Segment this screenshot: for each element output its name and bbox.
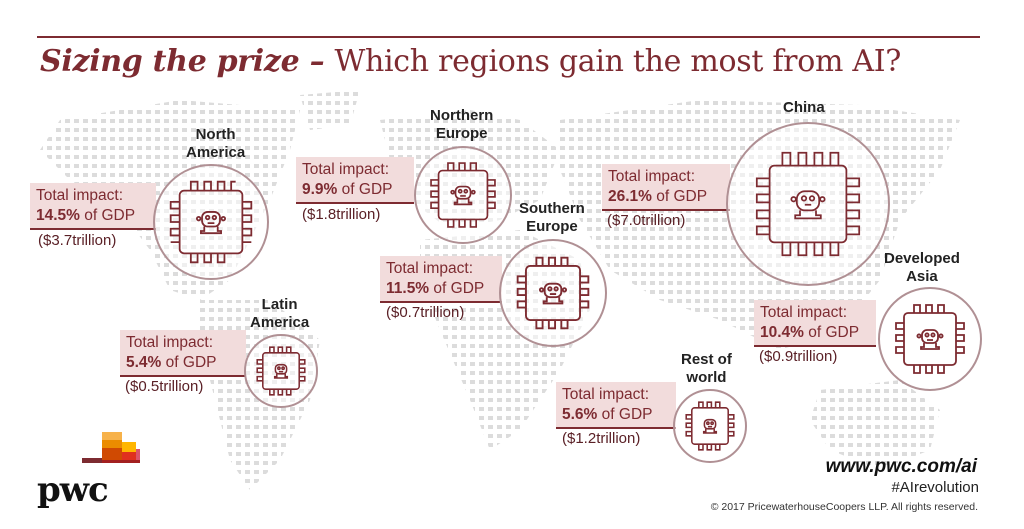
chip-robot-icon xyxy=(673,389,747,463)
impact-box: Total impact: 5.4% of GDP xyxy=(120,330,246,377)
impact-suffix: of GDP xyxy=(597,406,653,423)
impact-label: Total impact: xyxy=(386,260,474,277)
region-name: Rest of world xyxy=(681,351,732,387)
impact-trillion: ($3.7trillion) xyxy=(38,232,117,249)
pwc-logo-text: pwc xyxy=(37,470,109,510)
impact-trillion: ($0.7trillion) xyxy=(386,304,465,321)
region-name: Southern Europe xyxy=(519,200,585,236)
region-name: Northern Europe xyxy=(430,107,493,143)
impact-suffix: of GDP xyxy=(161,354,217,371)
impact-trillion: ($0.5trillion) xyxy=(125,378,204,395)
region-name-line2: world xyxy=(686,369,727,386)
region-name-line1: China xyxy=(783,99,825,116)
title-rest: Which regions gain the most from AI? xyxy=(334,44,902,79)
impact-pct: 5.6% xyxy=(562,406,598,423)
region-name-line1: Rest of xyxy=(681,351,732,368)
region-name: China xyxy=(783,99,825,117)
region-name: Developed Asia xyxy=(884,250,960,286)
impact-box: Total impact: 11.5% of GDP xyxy=(380,256,502,303)
copyright: © 2017 PricewaterhouseCoopers LLP. All r… xyxy=(710,501,978,513)
region-name-line1: North xyxy=(195,126,236,143)
impact-suffix: of GDP xyxy=(337,181,393,198)
region-name-line1: Latin xyxy=(261,296,298,313)
region-name-line1: Developed xyxy=(884,250,960,267)
region-name-line2: Europe xyxy=(435,125,488,142)
page-title: Sizing the prize – Which regions gain th… xyxy=(40,44,901,79)
chip-robot-icon xyxy=(499,239,607,347)
impact-suffix: of GDP xyxy=(79,207,136,224)
region-name: Latin America xyxy=(250,296,309,332)
impact-pct: 14.5% xyxy=(36,207,80,224)
impact-box: Total impact: 10.4% of GDP xyxy=(754,300,876,347)
hashtag: #AIrevolution xyxy=(891,479,979,496)
impact-label: Total impact: xyxy=(126,334,214,351)
impact-pct: 9.9% xyxy=(302,181,338,198)
region-name: North America xyxy=(186,126,245,162)
impact-pct: 26.1% xyxy=(608,188,652,205)
chip-robot-icon xyxy=(244,334,318,408)
region-name-line2: Europe xyxy=(526,218,578,235)
impact-pct: 11.5% xyxy=(386,280,430,297)
chip-robot-icon xyxy=(414,146,512,244)
impact-box: Total impact: 5.6% of GDP xyxy=(556,382,676,429)
impact-trillion: ($7.0trillion) xyxy=(607,212,686,229)
impact-trillion: ($1.2trillion) xyxy=(562,430,641,447)
header-rule xyxy=(37,36,980,38)
impact-box: Total impact: 14.5% of GDP xyxy=(30,183,156,230)
chip-robot-icon xyxy=(153,164,269,280)
impact-pct: 10.4% xyxy=(760,324,804,341)
impact-label: Total impact: xyxy=(302,161,390,178)
impact-label: Total impact: xyxy=(608,168,696,185)
region-name-line2: America xyxy=(250,314,310,331)
impact-trillion: ($1.8trillion) xyxy=(302,206,381,223)
impact-label: Total impact: xyxy=(36,187,124,204)
chip-robot-icon xyxy=(726,122,890,286)
impact-suffix: of GDP xyxy=(429,280,485,297)
chip-robot-icon xyxy=(878,287,982,391)
region-name-line2: Asia xyxy=(906,268,938,285)
title-dash: – xyxy=(299,44,335,79)
impact-label: Total impact: xyxy=(760,304,848,321)
impact-trillion: ($0.9trillion) xyxy=(759,348,838,365)
impact-suffix: of GDP xyxy=(803,324,860,341)
title-bold: Sizing the prize xyxy=(40,44,300,79)
pwc-logo-icon xyxy=(82,432,140,463)
impact-suffix: of GDP xyxy=(651,188,708,205)
impact-label: Total impact: xyxy=(562,386,650,403)
impact-box: Total impact: 26.1% of GDP xyxy=(602,164,730,211)
region-name-line2: America xyxy=(186,144,246,161)
region-name-line1: Southern xyxy=(519,200,585,217)
website-link[interactable]: www.pwc.com/ai xyxy=(825,456,977,477)
region-name-line1: Northern xyxy=(430,107,494,124)
impact-box: Total impact: 9.9% of GDP xyxy=(296,157,414,204)
impact-pct: 5.4% xyxy=(126,354,162,371)
